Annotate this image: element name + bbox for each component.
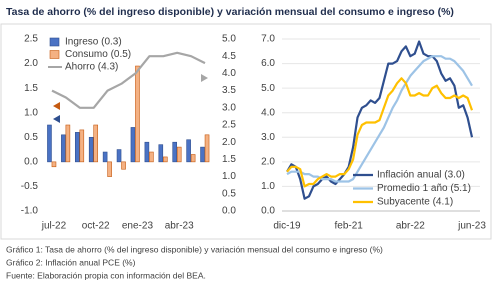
line	[51, 51, 206, 109]
x-tick-label: feb-21	[334, 221, 363, 232]
y-tick-label: -1.0	[21, 206, 39, 217]
bar	[47, 124, 52, 163]
y2-tick-label: 2.5	[222, 120, 236, 131]
y-tick-label: -0.5	[21, 181, 39, 192]
legend-label: Ahorro (4.3)	[65, 62, 118, 73]
y-tick-label: 7.0	[261, 34, 275, 45]
marker	[53, 115, 60, 123]
y2-tick-label: 3.0	[222, 102, 236, 113]
y2-tick-label: 4.5	[222, 51, 236, 62]
x-tick-label: ene-23	[122, 221, 154, 232]
y-tick-label: 1.0	[261, 181, 275, 192]
y-tick-label: 2.0	[24, 58, 38, 69]
bar	[149, 151, 154, 163]
legend-label: Ingreso (0.3)	[65, 37, 122, 48]
line	[286, 55, 473, 183]
y-tick-label: 0.0	[261, 206, 275, 217]
y-tick-label: 0.0	[24, 156, 38, 167]
chart-title: Tasa de ahorro (% del ingreso disponible…	[6, 6, 454, 18]
y-tick-label: 1.5	[24, 83, 38, 94]
legend-label: Inflación anual (3.0)	[377, 170, 465, 181]
bar	[51, 161, 57, 168]
y-tick-label: 4.0	[261, 107, 275, 118]
y2-tick-label: 0.0	[222, 206, 236, 217]
y2-tick-label: 0.5	[222, 188, 236, 199]
bar	[190, 154, 196, 163]
footnote: Gráfico 2: Inflación anual PCE (%)	[6, 257, 136, 267]
y2-tick-label: 1.5	[222, 154, 236, 165]
x-tick-label: jul-22	[41, 221, 67, 232]
y-tick-label: 6.0	[261, 58, 275, 69]
footnote: Fuente: Elaboración propia con informaci…	[6, 270, 206, 280]
marker	[201, 74, 208, 82]
bar	[162, 156, 168, 163]
y-tick-label: 1.0	[24, 107, 38, 118]
bar	[107, 161, 112, 177]
x-tick-label: jun-23	[457, 221, 486, 232]
bar	[102, 151, 108, 163]
y-tick-label: 0.5	[24, 132, 38, 143]
bar	[93, 124, 99, 163]
x-tick-label: oct-22	[82, 221, 110, 232]
frame	[0, 23, 492, 240]
y2-tick-label: 2.0	[222, 137, 236, 148]
line	[286, 77, 474, 188]
legend-swatch	[49, 50, 60, 59]
y-tick-label: 2.5	[24, 34, 38, 45]
y2-tick-label: 4.0	[222, 68, 236, 79]
bar	[74, 132, 80, 163]
bar	[79, 129, 85, 163]
marker	[53, 102, 60, 110]
bar	[61, 134, 66, 163]
y-tick-label: 2.0	[261, 156, 275, 167]
legend-label: Consumo (0.5)	[65, 49, 131, 60]
bar	[116, 149, 122, 163]
bar	[130, 127, 136, 163]
legend-label: Subyacente (4.1)	[377, 197, 453, 208]
bar	[65, 124, 71, 163]
bar	[88, 136, 94, 163]
y-tick-label: 5.0	[261, 83, 275, 94]
bar	[158, 144, 164, 163]
x-tick-label: abr-23	[165, 221, 194, 232]
legend-swatch	[49, 37, 60, 47]
bar	[172, 141, 178, 163]
bar	[204, 134, 210, 163]
x-tick-label: dic-19	[273, 221, 301, 232]
bar	[176, 146, 182, 163]
line	[286, 40, 474, 200]
x-tick-label: abr-22	[396, 221, 425, 232]
bar	[186, 139, 191, 163]
bar	[144, 141, 150, 163]
y2-tick-label: 1.0	[222, 171, 236, 182]
bar	[121, 161, 126, 170]
y-tick-label: 3.0	[261, 132, 275, 143]
footnote: Gráfico 1: Tasa de ahorro (% del ingreso…	[6, 244, 383, 254]
y2-tick-label: 3.5	[222, 85, 236, 96]
bar	[200, 146, 205, 163]
legend-label: Promedio 1 año (5.1)	[377, 183, 471, 194]
y2-tick-label: 5.0	[222, 34, 236, 45]
bar	[135, 65, 140, 163]
